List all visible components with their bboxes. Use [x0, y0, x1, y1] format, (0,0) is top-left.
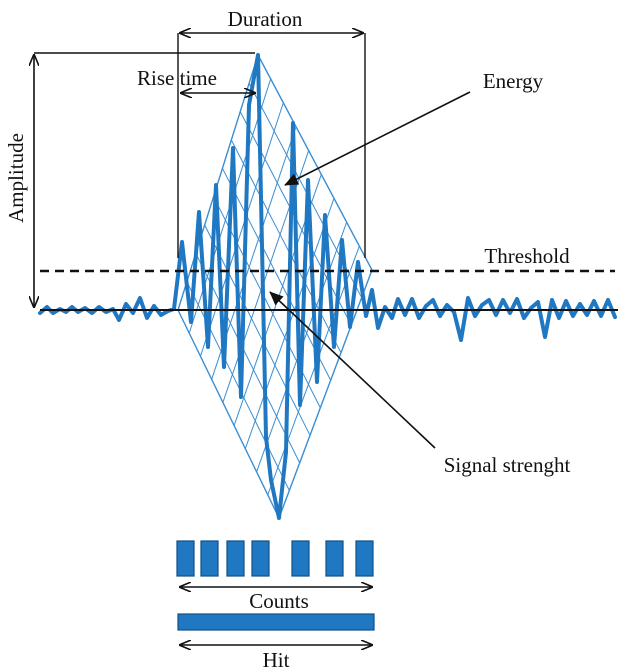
- mesh-line: [204, 224, 311, 436]
- mesh-line: [278, 269, 373, 519]
- signal-strength-label: Signal strenght: [444, 453, 571, 477]
- energy-label: Energy: [483, 69, 544, 93]
- count-box: [200, 540, 219, 577]
- energy-mesh: [177, 54, 373, 519]
- duration-label: Duration: [228, 7, 303, 31]
- count-box: [226, 540, 245, 577]
- count-box: [176, 540, 195, 577]
- rise-time-label: Rise time: [137, 66, 217, 90]
- signal-strength-pointer: [269, 291, 436, 449]
- signal-waveform: [38, 53, 617, 520]
- mesh-line: [230, 139, 342, 353]
- mesh-line: [267, 245, 360, 496]
- count-box: [251, 540, 270, 577]
- mesh-line: [221, 168, 332, 381]
- mesh-line: [195, 253, 301, 464]
- count-box: [355, 540, 374, 577]
- mesh-line: [177, 309, 280, 519]
- mesh-line: [257, 54, 373, 271]
- hit-label: Hit: [263, 648, 290, 669]
- mesh-line: [199, 102, 284, 357]
- threshold-label: Threshold: [484, 244, 570, 268]
- hit-bar: [177, 613, 375, 631]
- counts-boxes: [176, 540, 374, 577]
- count-box: [291, 540, 310, 577]
- count-box: [325, 540, 344, 577]
- counts-label: Counts: [249, 589, 309, 613]
- energy-pointer: [284, 91, 471, 186]
- amplitude-label: Amplitude: [4, 133, 28, 223]
